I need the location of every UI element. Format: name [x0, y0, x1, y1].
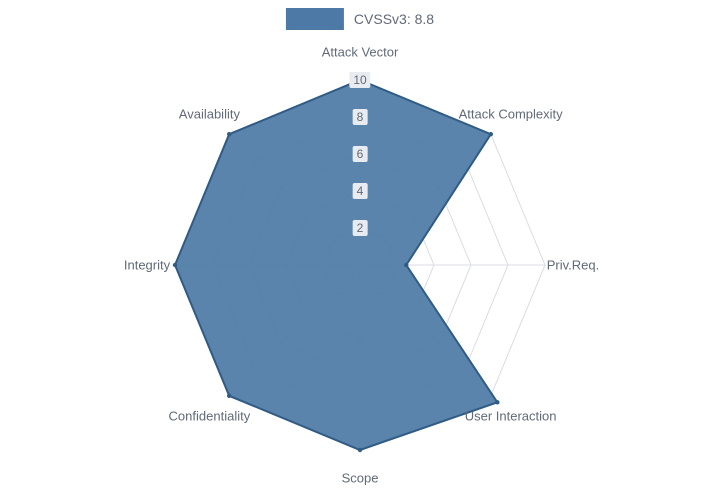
tick-label: 6 [353, 146, 368, 162]
axis-label: Integrity [124, 258, 170, 273]
tick-label: 8 [353, 109, 368, 125]
axis-label: Attack Complexity [459, 107, 563, 122]
axis-label: User Interaction [465, 408, 557, 423]
axis-label: Attack Vector [322, 45, 399, 60]
axis-label: Priv.Req. [547, 258, 600, 273]
axis-label: Confidentiality [169, 408, 251, 423]
tick-label: 10 [349, 72, 370, 88]
tick-label: 2 [353, 220, 368, 236]
radar-chart: CVSSv3: 8.8 Attack VectorAttack Complexi… [0, 0, 720, 504]
tick-label: 4 [353, 183, 368, 199]
axis-label: Scope [342, 471, 379, 486]
axis-label: Availability [179, 107, 240, 122]
